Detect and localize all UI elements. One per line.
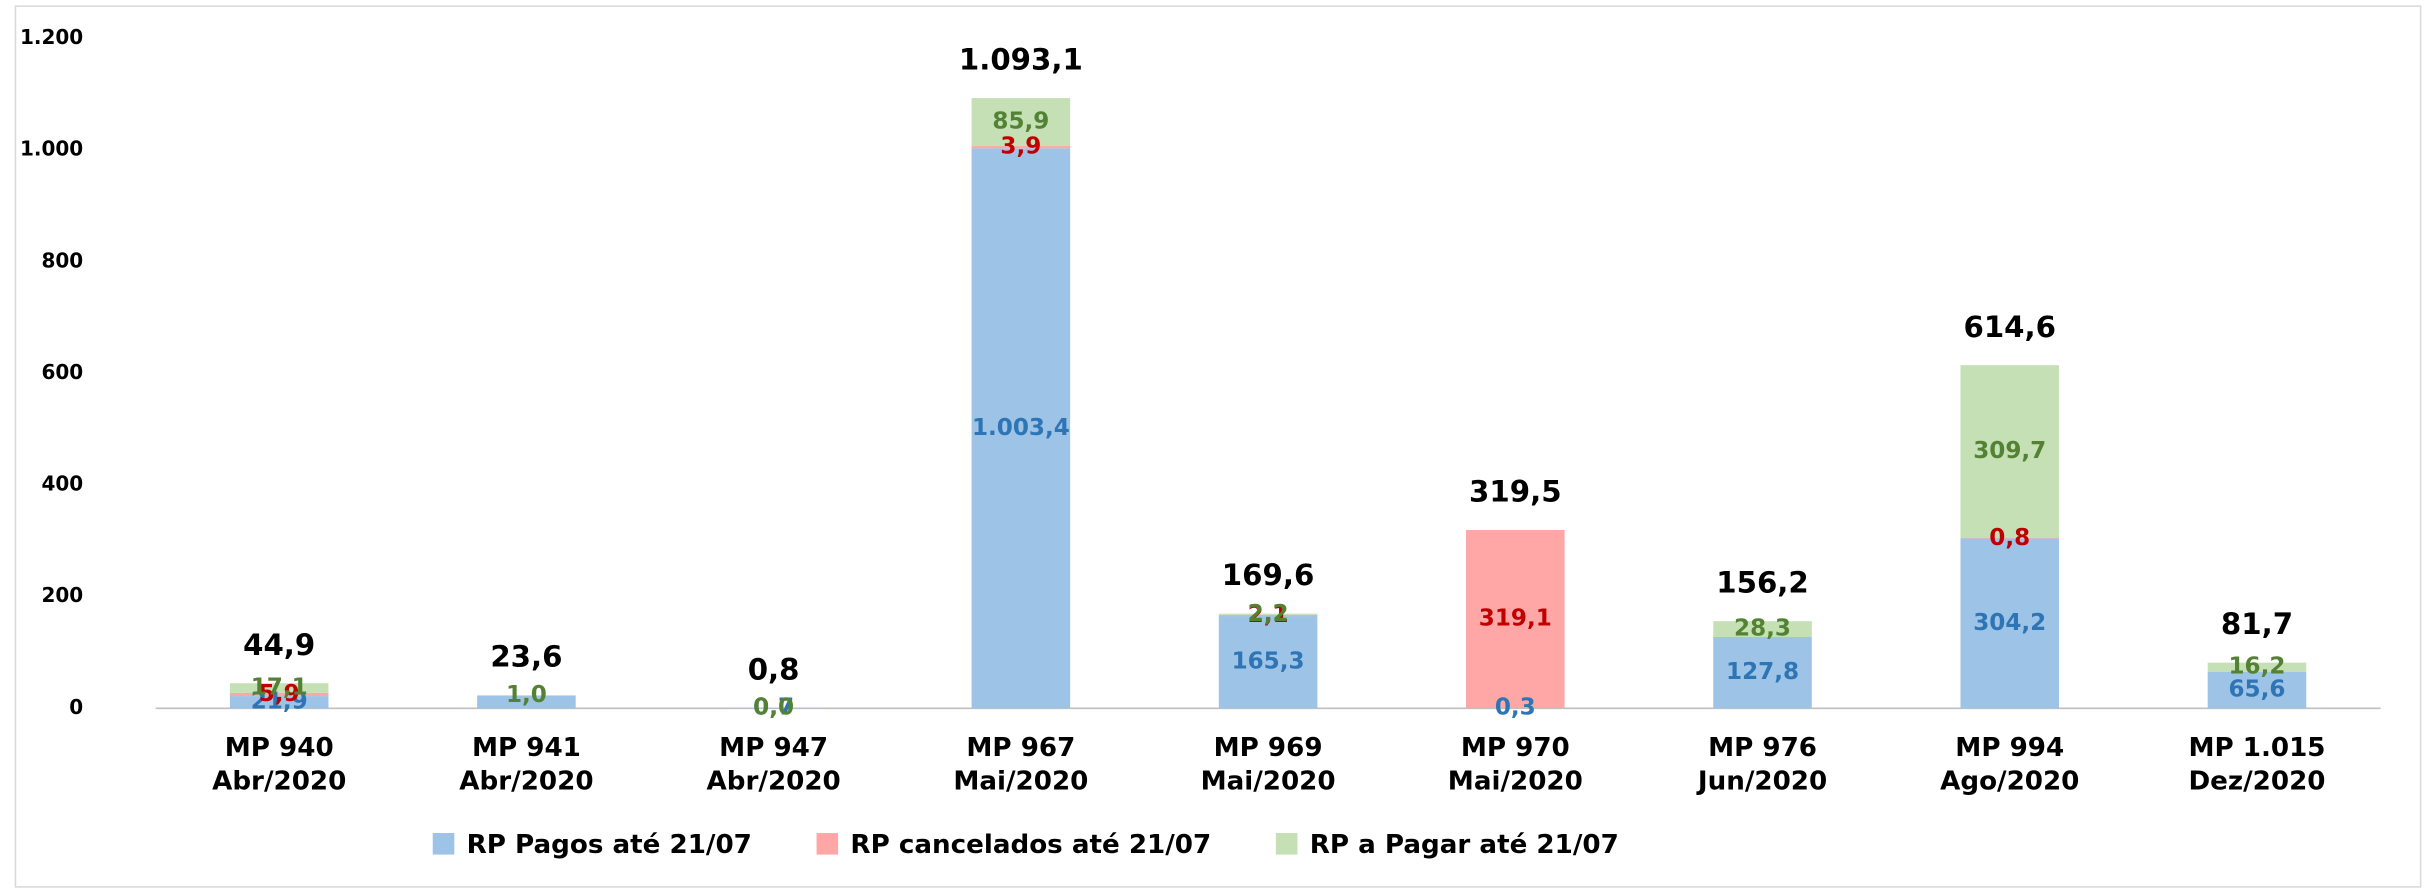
bar-segment bbox=[1218, 614, 1318, 617]
bar-segment bbox=[1713, 621, 1812, 637]
data-label: 21,9 bbox=[251, 689, 308, 715]
chart-frame bbox=[14, 5, 2422, 888]
bar-segment bbox=[1960, 538, 2060, 709]
x-tick-label: Dez/2020 bbox=[2188, 767, 2325, 797]
x-tick-label: MP 970 bbox=[1461, 733, 1570, 763]
data-label: 17,1 bbox=[251, 675, 308, 701]
bar-segment bbox=[477, 695, 576, 709]
bar-segment bbox=[229, 696, 329, 709]
y-tick-label: 0 bbox=[69, 695, 83, 719]
x-tick-label: Jun/2020 bbox=[1696, 767, 1827, 797]
data-label: 304,2 bbox=[1973, 610, 2046, 636]
x-tick-label: MP 1.015 bbox=[2188, 733, 2325, 763]
data-label: 5,9 bbox=[259, 681, 300, 707]
bar-segment bbox=[971, 98, 1071, 147]
total-label: 23,6 bbox=[490, 640, 562, 674]
bar-segment bbox=[477, 695, 576, 696]
data-label: 127,8 bbox=[1726, 659, 1799, 685]
y-tick-label: 800 bbox=[41, 248, 83, 272]
bar-segment bbox=[2207, 662, 2307, 672]
data-label: 319,1 bbox=[1479, 606, 1552, 632]
data-label: 2,1 bbox=[1248, 602, 1289, 628]
data-label: 2,2 bbox=[1248, 601, 1289, 627]
legend-swatch bbox=[816, 833, 839, 855]
total-label: 44,9 bbox=[243, 628, 315, 662]
bar-segment bbox=[1218, 613, 1318, 615]
x-tick-label: Ago/2020 bbox=[1940, 767, 2079, 797]
x-tick-label: MP 940 bbox=[225, 733, 334, 763]
x-tick-label: Abr/2020 bbox=[212, 767, 346, 797]
y-tick-label: 400 bbox=[41, 472, 83, 496]
bar-segment bbox=[229, 692, 329, 697]
data-label: 1.003,4 bbox=[972, 415, 1070, 441]
y-tick-label: 1.000 bbox=[20, 137, 83, 161]
x-tick-label: Mai/2020 bbox=[1201, 767, 1336, 797]
legend-swatch bbox=[432, 833, 455, 855]
bar-segment bbox=[2207, 671, 2307, 709]
total-label: 319,5 bbox=[1469, 475, 1562, 509]
x-tick-label: Mai/2020 bbox=[1448, 767, 1583, 797]
x-tick-label: MP 947 bbox=[719, 733, 828, 763]
x-tick-label: MP 976 bbox=[1708, 733, 1817, 763]
bar-segment bbox=[1466, 530, 1565, 709]
total-label: 81,7 bbox=[2221, 607, 2293, 641]
x-tick-label: MP 969 bbox=[1214, 733, 1323, 763]
data-label: 85,9 bbox=[992, 109, 1049, 135]
legend-label: RP Pagos até 21/07 bbox=[467, 830, 752, 860]
data-label: 0,7 bbox=[753, 695, 794, 721]
legend-swatch bbox=[1275, 833, 1298, 855]
total-label: 614,6 bbox=[1963, 310, 2056, 344]
legend-label: RP cancelados até 21/07 bbox=[850, 830, 1211, 860]
x-tick-label: Abr/2020 bbox=[707, 767, 841, 797]
bar-segment bbox=[971, 148, 1071, 709]
y-tick-label: 1.200 bbox=[20, 25, 83, 49]
bar-segment bbox=[971, 146, 1071, 149]
bar-segment bbox=[229, 683, 329, 693]
data-label: 65,6 bbox=[2228, 676, 2285, 702]
data-label: 16,2 bbox=[2228, 654, 2285, 680]
y-tick-label: 600 bbox=[41, 360, 83, 384]
x-tick-label: MP 967 bbox=[966, 733, 1075, 763]
total-label: 1.093,1 bbox=[959, 43, 1083, 77]
data-label: 28,3 bbox=[1734, 616, 1791, 642]
x-tick-label: Mai/2020 bbox=[953, 767, 1088, 797]
data-label: 3,9 bbox=[1000, 134, 1041, 160]
data-label: 0,8 bbox=[1989, 525, 2030, 551]
y-tick-label: 200 bbox=[41, 583, 83, 607]
data-label: 0,0 bbox=[753, 694, 794, 720]
data-label: 309,7 bbox=[1973, 438, 2046, 464]
data-label: 1,0 bbox=[506, 682, 547, 708]
bar-segment bbox=[1218, 616, 1318, 709]
x-tick-label: MP 941 bbox=[472, 733, 581, 763]
data-label: 0,3 bbox=[1495, 695, 1536, 721]
x-tick-label: Abr/2020 bbox=[459, 767, 593, 797]
data-label: 165,3 bbox=[1232, 649, 1305, 675]
legend-label: RP a Pagar até 21/07 bbox=[1310, 830, 1619, 860]
total-label: 0,8 bbox=[748, 652, 800, 686]
bar-segment bbox=[1960, 365, 2060, 539]
total-label: 156,2 bbox=[1716, 566, 1809, 600]
bar-segment bbox=[1713, 636, 1812, 709]
x-tick-label: MP 994 bbox=[1955, 733, 2064, 763]
total-label: 169,6 bbox=[1222, 558, 1315, 592]
